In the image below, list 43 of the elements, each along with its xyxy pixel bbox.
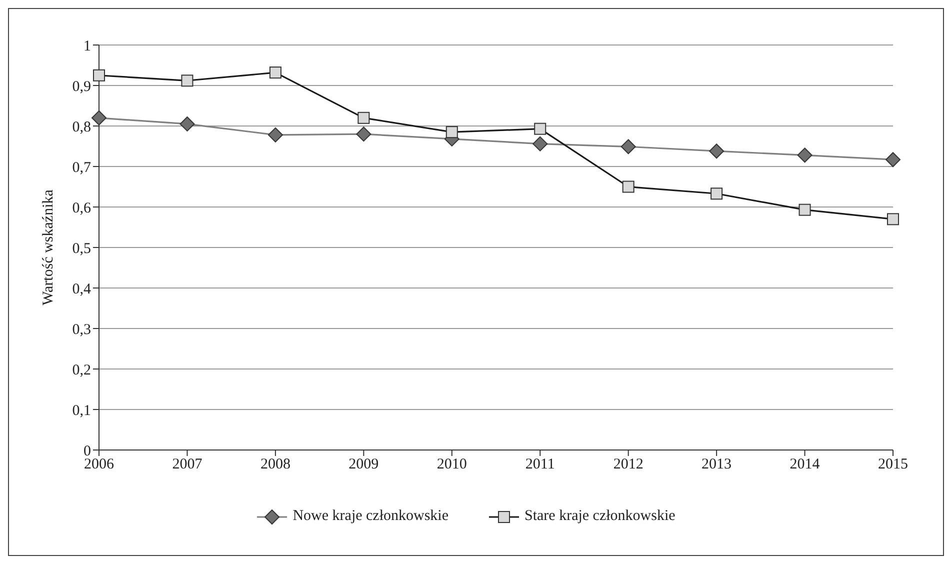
- x-tick-label: 2009: [348, 456, 379, 473]
- x-tick-label: 2015: [878, 456, 908, 473]
- point: [356, 126, 372, 142]
- point: [532, 136, 548, 152]
- y-tick-label: 0,6: [72, 200, 92, 216]
- point: [92, 110, 106, 126]
- point: [886, 152, 900, 168]
- y-tick-label: 0,4: [72, 281, 92, 298]
- y-tick-label: 0,8: [72, 119, 91, 136]
- y-axis-title: Wartość wskaźnika: [40, 189, 56, 306]
- x-tick-label: 2014: [790, 456, 820, 473]
- point: [446, 126, 458, 138]
- point: [268, 127, 283, 142]
- point: [620, 139, 636, 154]
- x-tick-label: 2007: [172, 456, 203, 473]
- point: [622, 180, 634, 193]
- y-tick-label: 0,9: [72, 78, 91, 95]
- legend-label: Stare kraje członkowskie: [524, 508, 676, 525]
- point: [797, 148, 812, 163]
- point: [798, 204, 811, 216]
- x-tick-label: 2008: [260, 456, 290, 473]
- x-tick-label: 2011: [525, 456, 555, 473]
- legend-label: Nowe kraje członkowskie: [292, 508, 448, 525]
- x-tick-label: 2010: [436, 456, 467, 473]
- y-tick-label: 0,7: [72, 160, 92, 176]
- x-tick-label: 2006: [84, 456, 114, 473]
- point: [710, 188, 723, 200]
- point: [534, 122, 546, 135]
- y-tick-label: 0,5: [72, 240, 91, 257]
- point: [269, 66, 282, 79]
- y-tick-label: 0,1: [72, 402, 91, 419]
- point: [93, 69, 105, 82]
- x-tick-label: 2012: [613, 456, 644, 473]
- point: [358, 112, 370, 124]
- point: [887, 213, 899, 226]
- x-tick-label: 2013: [702, 456, 732, 473]
- point: [709, 144, 724, 159]
- y-tick-label: 0,2: [72, 362, 91, 378]
- y-tick-label: 1: [84, 38, 91, 54]
- point: [180, 116, 195, 132]
- point: [181, 74, 194, 87]
- y-tick-label: 0,3: [72, 322, 91, 338]
- y-tick-label: 0: [84, 443, 91, 460]
